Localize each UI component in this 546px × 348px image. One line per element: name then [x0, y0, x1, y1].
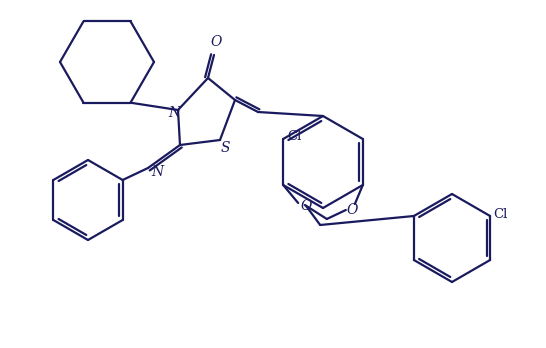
- Text: N: N: [151, 165, 163, 179]
- Text: O: O: [210, 35, 222, 49]
- Text: Cl: Cl: [493, 208, 507, 221]
- Text: S: S: [220, 141, 230, 155]
- Text: O: O: [346, 203, 358, 217]
- Text: N: N: [168, 106, 180, 120]
- Text: O: O: [300, 199, 312, 213]
- Text: Cl: Cl: [287, 129, 301, 142]
